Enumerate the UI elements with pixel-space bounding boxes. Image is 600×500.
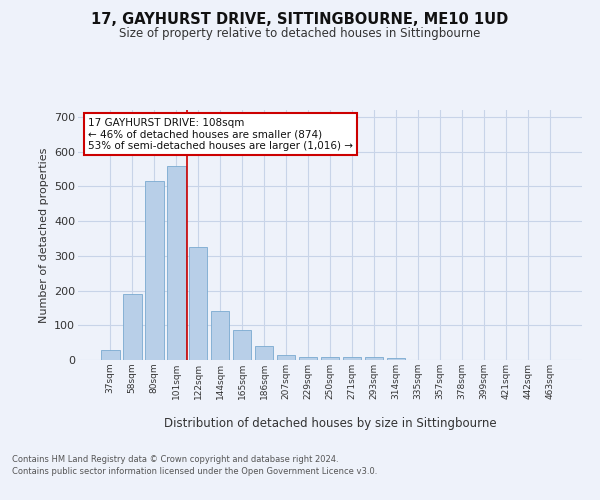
Text: Contains public sector information licensed under the Open Government Licence v3: Contains public sector information licen… (12, 467, 377, 476)
Text: Size of property relative to detached houses in Sittingbourne: Size of property relative to detached ho… (119, 28, 481, 40)
Bar (101, 350, 119, 360)
Bar (233, 330, 251, 360)
Text: Contains HM Land Registry data © Crown copyright and database right 2024.: Contains HM Land Registry data © Crown c… (12, 456, 338, 464)
Bar (145, 181, 164, 360)
Text: 17, GAYHURST DRIVE, SITTINGBOURNE, ME10 1UD: 17, GAYHURST DRIVE, SITTINGBOURNE, ME10 … (91, 12, 509, 28)
Bar (167, 166, 185, 360)
Bar (255, 346, 274, 360)
Bar (277, 355, 295, 360)
Bar (386, 358, 405, 360)
Bar (299, 357, 317, 360)
Bar (320, 356, 340, 360)
Bar (343, 356, 361, 360)
Bar (189, 247, 208, 360)
Y-axis label: Number of detached properties: Number of detached properties (38, 148, 49, 322)
Text: 17 GAYHURST DRIVE: 108sqm
← 46% of detached houses are smaller (874)
53% of semi: 17 GAYHURST DRIVE: 108sqm ← 46% of detac… (88, 118, 353, 150)
Bar (365, 356, 383, 360)
Bar (211, 310, 229, 360)
Text: Distribution of detached houses by size in Sittingbourne: Distribution of detached houses by size … (164, 418, 496, 430)
Bar (123, 294, 142, 360)
